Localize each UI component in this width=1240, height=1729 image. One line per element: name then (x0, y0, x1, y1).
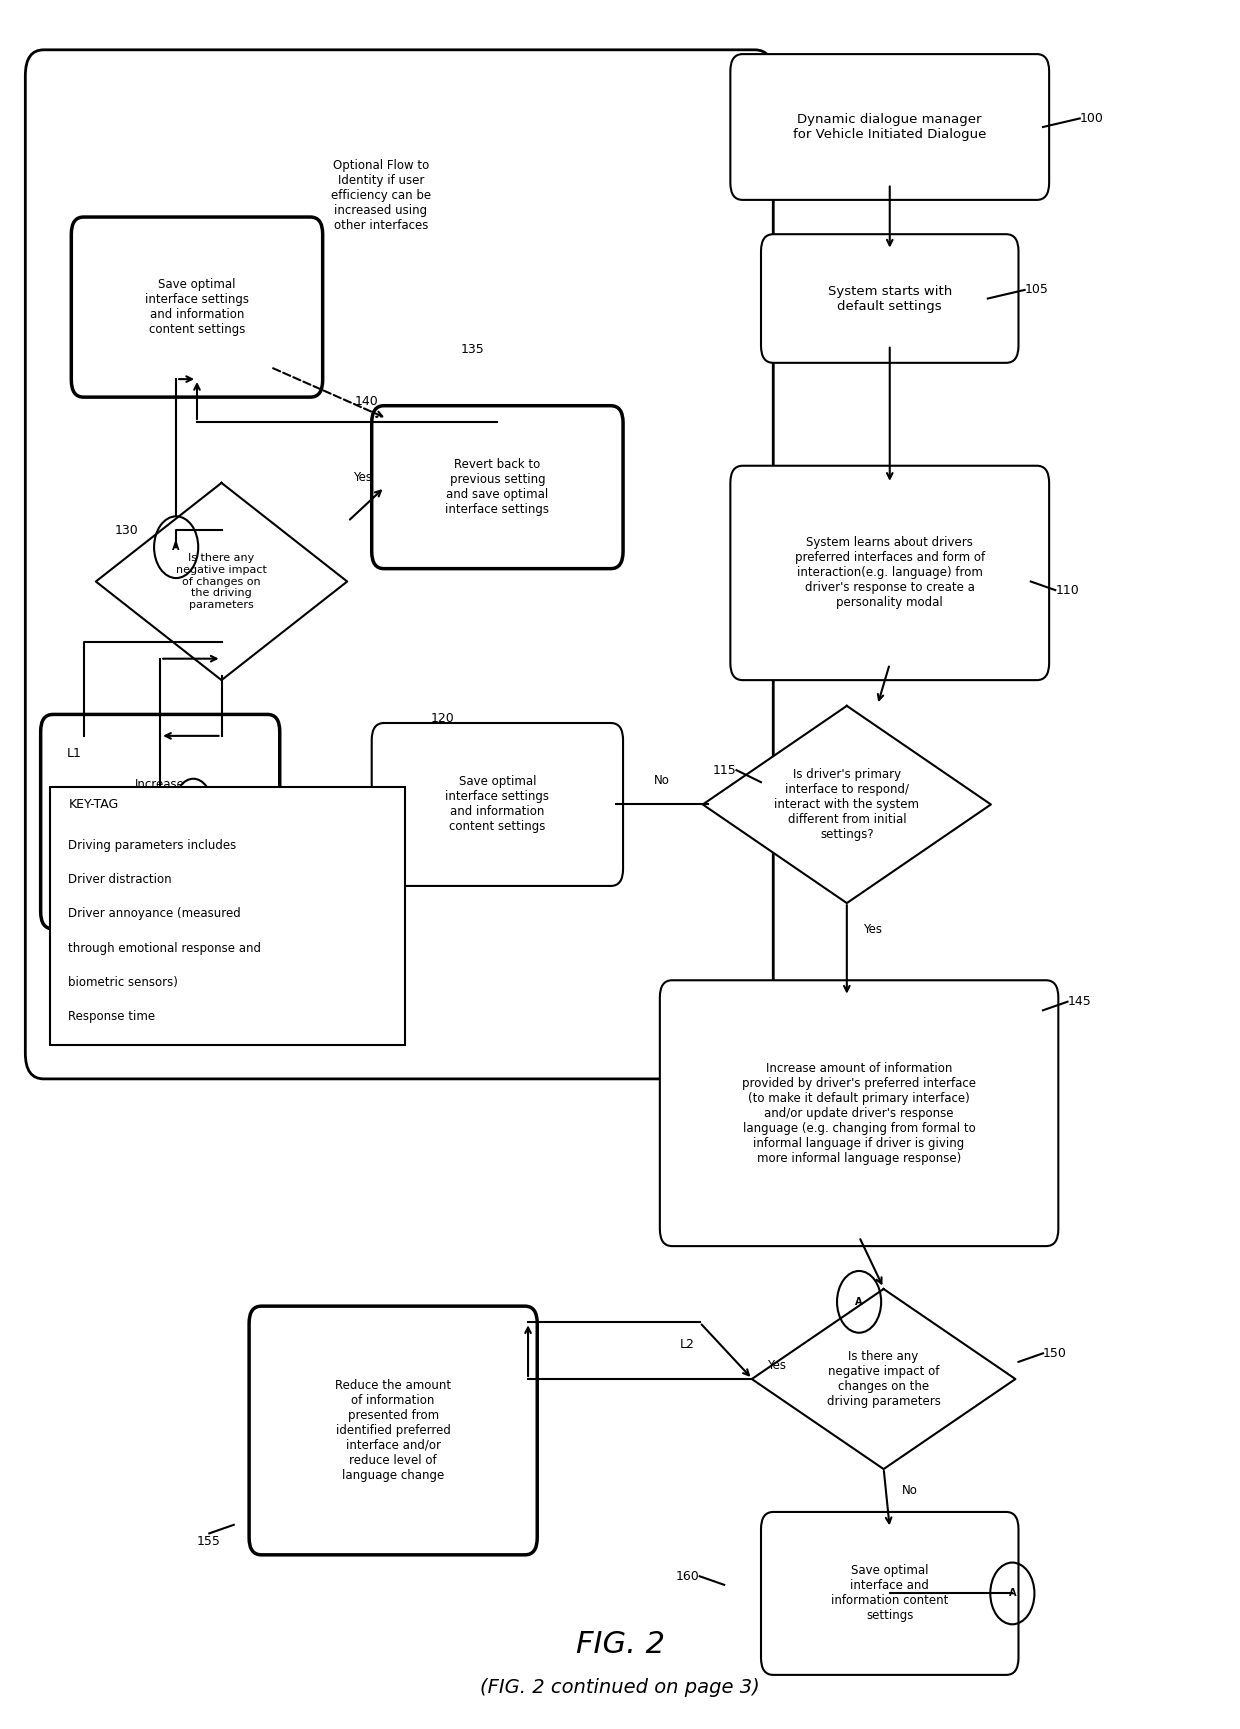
Text: 120: 120 (430, 712, 455, 724)
Text: No: No (653, 775, 670, 787)
FancyBboxPatch shape (730, 54, 1049, 201)
Text: KEY-TAG: KEY-TAG (68, 799, 119, 811)
Text: Driving parameters includes: Driving parameters includes (68, 839, 237, 852)
Text: A: A (856, 1297, 863, 1307)
Text: Increase amount of information
provided by driver's preferred interface
(to make: Increase amount of information provided … (742, 1062, 976, 1165)
Text: Increase
information
presented
through the
secondary
interface: Increase information presented through t… (125, 778, 195, 866)
Text: Save optimal
interface settings
and information
content settings: Save optimal interface settings and info… (145, 278, 249, 335)
Text: 100: 100 (1080, 112, 1104, 124)
FancyBboxPatch shape (249, 1305, 537, 1554)
Text: 160: 160 (676, 1570, 699, 1582)
Text: A: A (1008, 1589, 1016, 1598)
FancyBboxPatch shape (761, 233, 1018, 363)
Text: Dynamic dialogue manager
for Vehicle Initiated Dialogue: Dynamic dialogue manager for Vehicle Ini… (794, 112, 987, 142)
Text: A: A (190, 799, 197, 809)
Text: 155: 155 (197, 1535, 221, 1549)
Text: 115: 115 (713, 764, 737, 776)
Text: No: No (901, 1483, 918, 1497)
FancyBboxPatch shape (372, 406, 622, 569)
Text: FIG. 2: FIG. 2 (575, 1630, 665, 1660)
Text: A: A (172, 543, 180, 552)
Text: Is driver's primary
interface to respond/
interact with the system
different fro: Is driver's primary interface to respond… (774, 768, 919, 840)
Text: Save optimal
interface settings
and information
content settings: Save optimal interface settings and info… (445, 776, 549, 833)
Text: 130: 130 (114, 524, 138, 536)
Text: Yes: Yes (353, 470, 372, 484)
Text: 140: 140 (355, 394, 378, 408)
Text: Yes: Yes (768, 1359, 786, 1371)
Text: Revert back to
previous setting
and save optimal
interface settings: Revert back to previous setting and save… (445, 458, 549, 517)
FancyBboxPatch shape (72, 218, 322, 398)
Text: Reduce the amount
of information
presented from
identified preferred
interface a: Reduce the amount of information present… (335, 1380, 451, 1482)
Text: 135: 135 (461, 344, 485, 356)
Text: 145: 145 (1068, 996, 1091, 1008)
FancyBboxPatch shape (660, 980, 1058, 1247)
Text: Driver distraction: Driver distraction (68, 873, 172, 885)
Text: Is there any
negative impact of
changes on the
driving parameters: Is there any negative impact of changes … (827, 1350, 941, 1407)
Text: biometric sensors): biometric sensors) (68, 975, 179, 989)
Polygon shape (703, 705, 991, 903)
Polygon shape (95, 482, 347, 679)
FancyBboxPatch shape (25, 50, 774, 1079)
Text: 150: 150 (1043, 1347, 1066, 1359)
Text: (FIG. 2 continued on page 3): (FIG. 2 continued on page 3) (480, 1679, 760, 1698)
Text: Yes: Yes (863, 923, 882, 935)
Text: Is there any
negative impact
of changes on
the driving
parameters: Is there any negative impact of changes … (176, 553, 267, 610)
FancyBboxPatch shape (372, 723, 622, 885)
Text: through emotional response and: through emotional response and (68, 942, 262, 954)
Text: Save optimal
interface and
information content
settings: Save optimal interface and information c… (831, 1565, 949, 1622)
Text: 110: 110 (1055, 584, 1079, 597)
Text: L1: L1 (67, 747, 82, 759)
FancyBboxPatch shape (41, 714, 280, 928)
FancyBboxPatch shape (730, 465, 1049, 679)
Text: L2: L2 (680, 1338, 694, 1352)
Text: System starts with
default settings: System starts with default settings (827, 285, 952, 313)
FancyBboxPatch shape (50, 787, 405, 1044)
Text: Driver annoyance (measured: Driver annoyance (measured (68, 908, 241, 920)
Text: Response time: Response time (68, 1010, 155, 1024)
FancyBboxPatch shape (761, 1511, 1018, 1675)
Text: Optional Flow to
Identity if user
efficiency can be
increased using
other interf: Optional Flow to Identity if user effici… (331, 159, 432, 232)
Polygon shape (751, 1290, 1016, 1470)
Text: System learns about drivers
preferred interfaces and form of
interaction(e.g. la: System learns about drivers preferred in… (795, 536, 985, 609)
Text: 105: 105 (1024, 284, 1049, 296)
